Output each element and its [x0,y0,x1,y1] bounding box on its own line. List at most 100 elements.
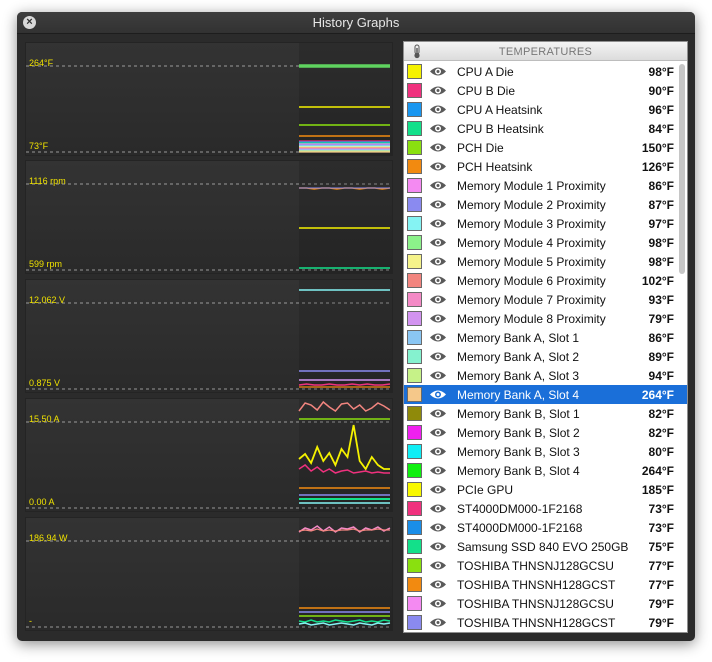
eye-icon[interactable] [429,540,447,553]
color-swatch[interactable] [407,140,422,155]
sensor-row[interactable]: Memory Module 6 Proximity 102°F [404,271,687,290]
eye-icon[interactable] [429,464,447,477]
sensor-row[interactable]: Memory Bank A, Slot 3 94°F [404,366,687,385]
eye-icon[interactable] [429,293,447,306]
sensor-value: 86°F [648,331,674,345]
color-swatch[interactable] [407,311,422,326]
eye-icon[interactable] [429,141,447,154]
eye-icon[interactable] [429,350,447,363]
sensor-row[interactable]: Samsung SSD 840 EVO 250GB 75°F [404,537,687,556]
eye-icon[interactable] [429,578,447,591]
sensor-row[interactable]: Memory Bank A, Slot 2 89°F [404,347,687,366]
sensor-row[interactable]: TOSHIBA THNSNJ128GCSU 79°F [404,594,687,613]
color-swatch[interactable] [407,596,422,611]
eye-icon[interactable] [429,483,447,496]
color-swatch[interactable] [407,121,422,136]
sensor-row[interactable]: TOSHIBA THNSNH128GCST 77°F [404,575,687,594]
temperature-graph: 264°F 73°F [25,42,393,156]
color-swatch[interactable] [407,64,422,79]
color-swatch[interactable] [407,463,422,478]
sensor-row[interactable]: Memory Module 7 Proximity 93°F [404,290,687,309]
color-swatch[interactable] [407,368,422,383]
sensor-row[interactable]: Memory Bank A, Slot 4 264°F [404,385,687,404]
sensor-row[interactable]: Memory Bank B, Slot 1 82°F [404,404,687,423]
sensor-row[interactable]: CPU B Heatsink 84°F [404,119,687,138]
sensor-row[interactable]: PCH Die 150°F [404,138,687,157]
eye-icon[interactable] [429,388,447,401]
close-icon[interactable]: × [23,16,36,29]
sensor-row[interactable]: Memory Module 2 Proximity 87°F [404,195,687,214]
sensor-row[interactable]: Memory Module 3 Proximity 97°F [404,214,687,233]
color-swatch[interactable] [407,501,422,516]
sensor-row[interactable]: Memory Module 4 Proximity 98°F [404,233,687,252]
color-swatch[interactable] [407,273,422,288]
color-swatch[interactable] [407,444,422,459]
sensor-row[interactable]: PCIe GPU 185°F [404,480,687,499]
eye-icon[interactable] [429,274,447,287]
eye-icon[interactable] [429,616,447,629]
color-swatch[interactable] [407,482,422,497]
sensor-row[interactable]: Memory Bank B, Slot 2 82°F [404,423,687,442]
color-swatch[interactable] [407,159,422,174]
color-swatch[interactable] [407,178,422,193]
color-swatch[interactable] [407,254,422,269]
sensor-category-label: TEMPERATURES [498,46,593,58]
sensor-row[interactable]: Memory Bank A, Slot 1 86°F [404,328,687,347]
eye-icon[interactable] [429,445,447,458]
eye-icon[interactable] [429,331,447,344]
sensor-row[interactable]: TOSHIBA THNSNJ128GCSU 77°F [404,556,687,575]
eye-icon[interactable] [429,312,447,325]
eye-icon[interactable] [429,122,447,135]
color-swatch[interactable] [407,235,422,250]
color-swatch[interactable] [407,558,422,573]
eye-icon[interactable] [429,179,447,192]
eye-icon[interactable] [429,198,447,211]
color-swatch[interactable] [407,292,422,307]
eye-icon[interactable] [429,103,447,116]
temperature-graph-plot [26,43,392,155]
eye-icon[interactable] [429,160,447,173]
color-swatch[interactable] [407,216,422,231]
sensor-row[interactable]: TOSHIBA THNSNH128GCST 79°F [404,613,687,632]
color-swatch[interactable] [407,349,422,364]
color-swatch[interactable] [407,406,422,421]
eye-icon[interactable] [429,217,447,230]
color-swatch[interactable] [407,520,422,535]
sensor-name: Memory Module 6 Proximity [457,274,606,288]
color-swatch[interactable] [407,425,422,440]
sensor-row[interactable]: Memory Bank B, Slot 4 264°F [404,461,687,480]
eye-icon[interactable] [429,559,447,572]
eye-icon[interactable] [429,502,447,515]
eye-icon[interactable] [429,65,447,78]
color-swatch[interactable] [407,102,422,117]
sensor-row[interactable]: ST4000DM000-1F2168 73°F [404,499,687,518]
eye-icon[interactable] [429,369,447,382]
scrollbar-thumb[interactable] [679,64,685,274]
sensor-row[interactable]: PCH Heatsink 126°F [404,157,687,176]
sensor-row[interactable]: CPU B Die 90°F [404,81,687,100]
color-swatch[interactable] [407,197,422,212]
sensor-row[interactable]: Memory Module 8 Proximity 79°F [404,309,687,328]
color-swatch[interactable] [407,577,422,592]
sensor-name: PCH Heatsink [457,160,533,174]
eye-icon[interactable] [429,521,447,534]
eye-icon[interactable] [429,84,447,97]
eye-icon[interactable] [429,597,447,610]
sensor-row[interactable]: Memory Bank B, Slot 3 80°F [404,442,687,461]
eye-icon[interactable] [429,426,447,439]
eye-icon[interactable] [429,407,447,420]
eye-icon[interactable] [429,255,447,268]
color-swatch[interactable] [407,330,422,345]
sensor-row[interactable]: CPU A Heatsink 96°F [404,100,687,119]
color-swatch[interactable] [407,387,422,402]
color-swatch[interactable] [407,539,422,554]
sensor-row[interactable]: ST4000DM000-1F2168 73°F [404,518,687,537]
sensor-row[interactable]: Memory Module 5 Proximity 98°F [404,252,687,271]
sensor-row[interactable]: CPU A Die 98°F [404,62,687,81]
color-swatch[interactable] [407,615,422,630]
sensor-row[interactable]: Memory Module 1 Proximity 86°F [404,176,687,195]
color-swatch[interactable] [407,83,422,98]
title-bar[interactable]: × History Graphs [17,12,695,34]
eye-icon[interactable] [429,236,447,249]
sensor-list-header[interactable]: TEMPERATURES [404,42,687,61]
